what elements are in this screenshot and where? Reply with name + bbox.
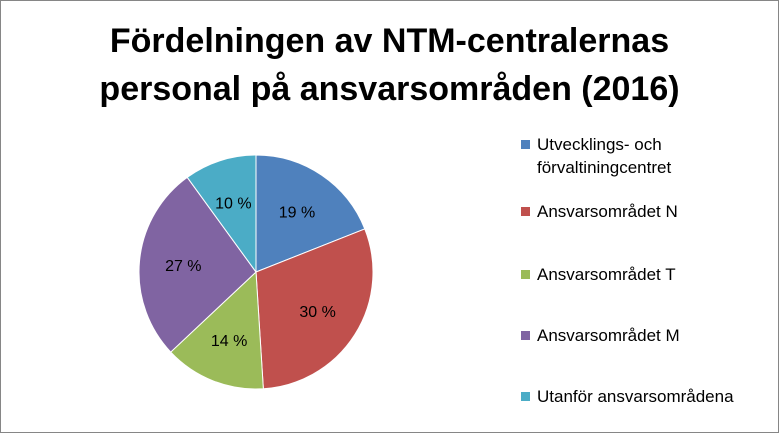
data-label-3: 14 % bbox=[211, 333, 247, 350]
legend-label-3: Ansvarsområdet T bbox=[537, 265, 676, 284]
legend-swatch-2 bbox=[521, 207, 530, 216]
chart-title-line-2: personal på ansvarsområden (2016) bbox=[99, 70, 680, 108]
pie-slice-4 bbox=[138, 176, 257, 353]
data-label-1: 19 % bbox=[279, 205, 315, 222]
chart-title-line-1: Fördelningen av NTM-centralernas bbox=[109, 22, 670, 60]
data-label-4: 27 % bbox=[165, 258, 201, 275]
pie-slice-1 bbox=[255, 154, 366, 273]
pie-slice-3 bbox=[170, 270, 264, 390]
data-label-5: 10 % bbox=[215, 196, 251, 213]
pie-slice-2 bbox=[255, 228, 374, 390]
pie-slice-5 bbox=[186, 154, 257, 274]
chart-title: Fördelningen av NTM-centralernas persona… bbox=[1, 17, 778, 113]
legend-label-4: Ansvarsområdet M bbox=[537, 326, 680, 345]
legend-label-1: Utvecklings- och förvaltiningcentret bbox=[537, 135, 672, 177]
data-label-2: 30 % bbox=[299, 304, 335, 321]
legend-swatch-4 bbox=[521, 331, 530, 340]
pie-slices bbox=[138, 154, 374, 390]
legend-swatch-3 bbox=[521, 270, 530, 279]
legend-swatch-1 bbox=[521, 140, 530, 149]
pie-data-labels: 19 % 30 % 14 % 27 % 10 % bbox=[165, 196, 336, 350]
legend-swatch-5 bbox=[521, 392, 530, 401]
legend-label-2: Ansvarsområdet N bbox=[537, 202, 678, 221]
legend-label-5: Utanför ansvarsområdena bbox=[537, 387, 734, 406]
